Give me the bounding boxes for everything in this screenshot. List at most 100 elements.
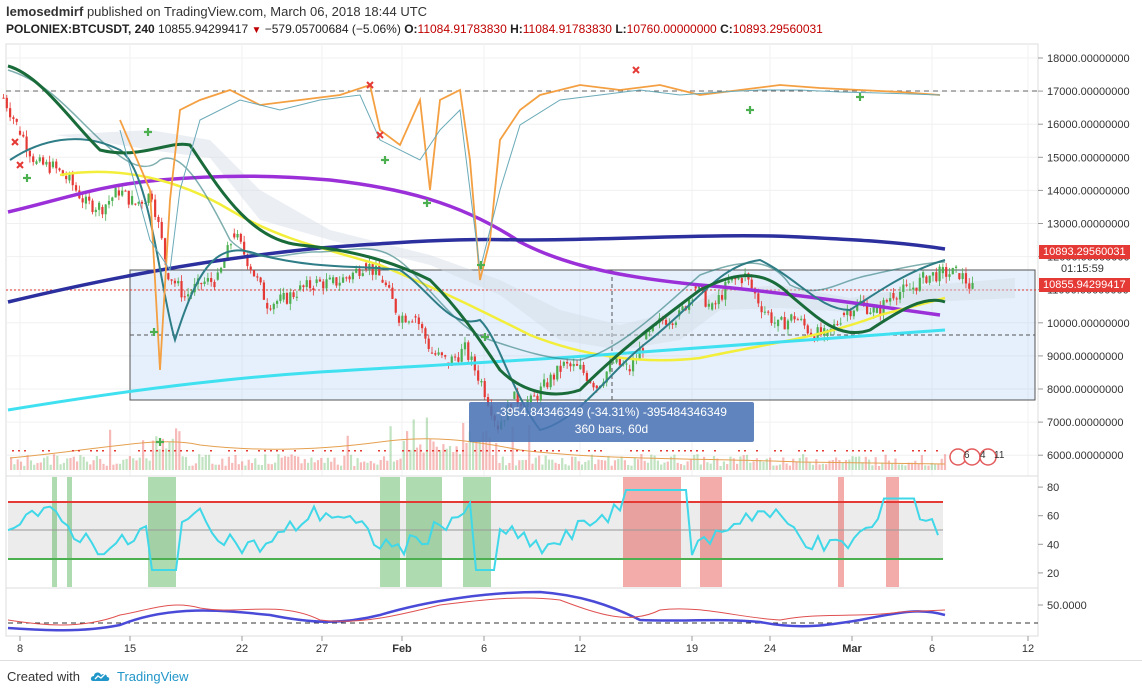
volume-bar [567,465,570,470]
signal-dot [702,450,704,452]
volume-bar [13,464,16,470]
candle-body [796,319,799,321]
candle-body [216,272,219,280]
volume-bar [660,464,663,470]
candle-body [720,295,724,300]
volume-bar [76,461,79,470]
candle-body [529,395,532,403]
volume-bar [307,462,310,470]
volume-bar [907,462,910,470]
volume-bar [709,463,712,470]
candle-body [236,233,239,238]
signal-dot [918,450,920,452]
signal-dot [540,450,542,452]
volume-bar [646,462,650,470]
volume-bar [623,460,626,470]
volume-bar [557,463,560,470]
volume-bar [541,464,544,470]
rsi-zone [623,477,681,587]
volume-bar [637,459,640,470]
candle-body [137,201,140,204]
time-axis[interactable]: 8 15 22 27 Feb 6 12 19 24 Mar 6 12 [17,636,1034,655]
signal-dot [258,450,260,452]
candle-body [45,161,48,165]
volume-bar [498,462,501,470]
volume-bar [234,455,237,470]
candle-body [595,385,598,389]
candle-body [341,277,345,283]
candle-body [941,267,944,274]
candle-body [35,161,38,164]
event-flag-icon[interactable] [979,448,997,466]
signal-dot [492,450,494,452]
volume-bar [554,462,557,470]
volume-bar [247,459,250,470]
candle-body [477,370,480,381]
signal-dot [246,450,248,452]
price-chart[interactable]: 6 4 11 18000.00000000 17000.00000000 16000… [0,40,1142,658]
signal-markers [11,66,938,452]
volume-bar [841,462,844,470]
candle-body [915,287,918,291]
volume-bar [528,424,531,470]
event-flags[interactable]: 6 4 11 [949,448,1005,466]
candle-body [130,196,134,205]
candle-body [180,281,183,298]
tradingview-brand[interactable]: TradingView [117,669,189,684]
volume-bar [782,457,785,470]
candle-body [91,200,94,213]
candle-body [648,331,651,333]
candle-body [618,357,621,366]
measure-change: -3954.84346349 (-34.31%) -395484346349 [496,405,727,419]
signal-dot [780,450,782,452]
author-name[interactable]: lemosedmirf [6,4,84,19]
candle-body [272,303,275,310]
volume-bar [359,462,362,470]
signal-dot [138,450,140,452]
candle-body [628,369,631,372]
symbol-label[interactable]: POLONIEX:BTCUSDT, 240 [6,22,155,36]
volume-bar [742,455,745,470]
signal-dot [330,450,332,452]
volume-bar [630,465,633,470]
volume-bar [458,454,461,470]
volume-bar [924,465,927,470]
volume-bar [759,459,762,470]
candle-body [124,190,127,192]
volume-bar [514,465,518,470]
volume-bar [406,431,409,470]
signal-dot [630,450,632,452]
signal-dot [48,450,50,452]
tradingview-cloud-icon[interactable] [89,669,111,683]
candle-body [549,374,552,388]
signal-dot [12,450,14,452]
candle-body [61,170,64,176]
candle-body [905,284,908,286]
signal-dot [552,450,554,452]
volume-bar [501,456,504,470]
candle-body [842,312,846,316]
down-arrow-icon: ▼ [251,25,262,36]
y-tick-label: 17000.00000000 [1047,86,1130,98]
rsi-zone [380,477,400,587]
candle-body [81,198,84,203]
volume-bar [257,464,260,470]
candle-body [104,204,107,215]
volume-bar [198,454,201,470]
cross-marker-icon [16,161,24,169]
candle-body [542,379,546,387]
signal-dot [822,450,824,452]
volume-bar [534,457,537,470]
volume-bar [716,458,719,470]
volume-bar [838,459,841,470]
signal-dot [672,450,674,452]
volume-bar [831,460,834,470]
volume-bar [217,464,221,470]
volume-bar [594,464,597,470]
candle-body [107,200,111,205]
candle-body [101,206,104,215]
volume-bar [600,460,603,470]
volume-bar [653,455,656,470]
candle-body [951,267,954,275]
candle-body [918,277,921,291]
